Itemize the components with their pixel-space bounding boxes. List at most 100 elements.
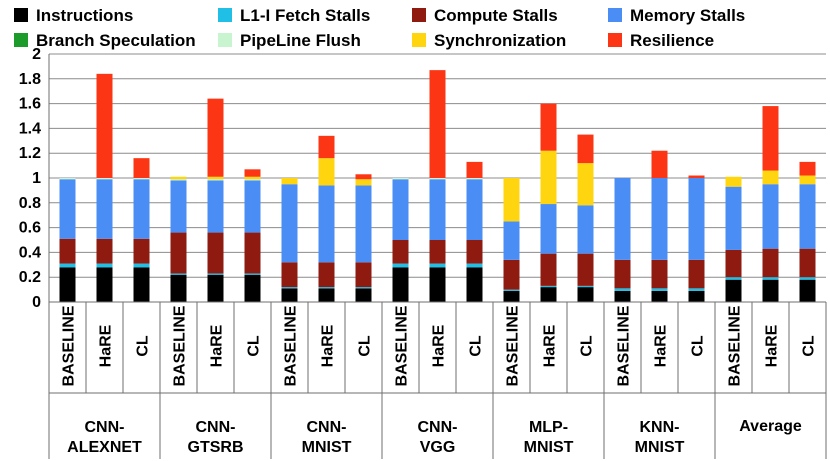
bar-segment-memory-stalls [170, 180, 187, 233]
y-tick-label: 0.8 [19, 195, 41, 212]
bar-segment-compute-stalls [540, 253, 557, 286]
bar-segment-memory-stalls [281, 184, 298, 263]
bar-segment-resilience [799, 161, 816, 176]
x-tick-label: CL [801, 335, 818, 357]
bar-segment-memory-stalls [318, 185, 335, 263]
legend-swatch-branch-speculation [14, 33, 28, 47]
x-tick-label: CL [579, 335, 596, 357]
bar-segment-l1-i-fetch-stalls [170, 273, 187, 275]
bar-segment-compute-stalls [96, 238, 113, 264]
y-tick-label: 0.6 [19, 220, 41, 237]
bar-segment-l1-i-fetch-stalls [503, 289, 520, 291]
legend-swatch-l1-i-fetch-stalls [218, 8, 232, 22]
bar-segment-pipeline-flush [429, 178, 446, 180]
bar-segment-l1-i-fetch-stalls [133, 263, 150, 268]
bar-segment-pipeline-flush [96, 178, 113, 180]
x-tick-label: CL [135, 335, 152, 357]
bar-segment-compute-stalls [392, 240, 409, 264]
legend-label: L1-I Fetch Stalls [240, 6, 370, 25]
x-tick-label: HaRE [98, 324, 115, 367]
bar-segment-instructions [540, 287, 557, 302]
bar-segment-pipeline-flush [392, 178, 409, 180]
legend-label: Resilience [630, 31, 714, 50]
bar-segment-synchronization [207, 176, 224, 180]
bar-segment-compute-stalls [59, 238, 76, 264]
bar-segment-instructions [799, 279, 816, 302]
bar-segment-compute-stalls [133, 238, 150, 264]
group-label-line1: KNN- [640, 419, 680, 436]
legend-swatch-pipeline-flush [218, 33, 232, 47]
bar-segment-pipeline-flush [170, 179, 187, 181]
bar-segment-pipeline-flush [207, 179, 224, 181]
bar-segment-l1-i-fetch-stalls [651, 288, 668, 291]
group-label-line2: MNIST [524, 439, 574, 456]
bar-segment-pipeline-flush [59, 178, 76, 180]
group-label-line2: ALEXNET [67, 439, 142, 456]
legend-swatch-synchronization [412, 33, 426, 47]
x-tick-label: CL [468, 335, 485, 357]
group-label-line1: CNN- [85, 419, 125, 436]
bar-segment-memory-stalls [133, 179, 150, 239]
bar-segment-memory-stalls [577, 205, 594, 254]
legend-swatch-compute-stalls [412, 8, 426, 22]
bar-segment-resilience [133, 158, 150, 178]
bar-segment-compute-stalls [614, 259, 631, 289]
bar-segment-l1-i-fetch-stalls [466, 263, 483, 268]
bar-segment-synchronization [355, 179, 372, 186]
bar-segment-pipeline-flush [133, 178, 150, 180]
bar-segment-instructions [651, 290, 668, 302]
bar-segment-compute-stalls [244, 232, 261, 274]
bar-segment-memory-stalls [688, 178, 705, 260]
bar-segment-l1-i-fetch-stalls [725, 277, 742, 280]
bar-segment-compute-stalls [355, 262, 372, 288]
x-tick-label: BASELINE [172, 305, 189, 386]
bar-segment-memory-stalls [96, 179, 113, 239]
bar-segment-compute-stalls [503, 259, 520, 290]
bar-segment-instructions [429, 267, 446, 302]
x-tick-label: HaRE [764, 324, 781, 367]
bar-segment-instructions [392, 267, 409, 302]
bar-segment-instructions [96, 267, 113, 302]
bar-segment-instructions [170, 274, 187, 302]
bars [49, 70, 826, 303]
bar-segment-l1-i-fetch-stalls [96, 263, 113, 268]
group-label-line1: CNN- [418, 419, 458, 436]
y-tick-label: 0 [32, 294, 41, 311]
legend-swatch-resilience [608, 33, 622, 47]
bar-segment-instructions [207, 274, 224, 302]
bar-segment-memory-stalls [244, 180, 261, 233]
bar-segment-resilience [318, 135, 335, 159]
bar-segment-l1-i-fetch-stalls [540, 285, 557, 288]
bar-segment-memory-stalls [503, 221, 520, 260]
x-tick-label: HaRE [653, 324, 670, 367]
y-tick-label: 0.2 [19, 269, 41, 286]
bar-segment-synchronization [540, 150, 557, 205]
legend-label: Branch Speculation [36, 31, 196, 50]
x-tick-label: HaRE [320, 324, 337, 367]
bar-segment-l1-i-fetch-stalls [318, 287, 335, 289]
y-tick-label: 1.2 [19, 145, 41, 162]
y-tick-label: 1 [32, 170, 41, 187]
bar-segment-compute-stalls [688, 259, 705, 289]
bar-segment-compute-stalls [318, 262, 335, 288]
bar-segment-memory-stalls [540, 204, 557, 254]
x-tick-label: BASELINE [61, 305, 78, 386]
bar-segment-resilience [651, 150, 668, 178]
bar-segment-memory-stalls [651, 178, 668, 260]
group-label-line1: CNN- [196, 419, 236, 436]
bar-segment-memory-stalls [59, 179, 76, 239]
bar-segment-resilience [244, 169, 261, 177]
bar-segment-l1-i-fetch-stalls [577, 285, 594, 288]
bar-segment-memory-stalls [207, 180, 224, 233]
bar-segment-instructions [688, 290, 705, 302]
x-tick-label: BASELINE [505, 305, 522, 386]
bar-segment-pipeline-flush [466, 178, 483, 180]
bar-segment-l1-i-fetch-stalls [59, 263, 76, 268]
group-label-line1: MLP- [529, 419, 568, 436]
x-tick-label: BASELINE [394, 305, 411, 386]
legend-label: Synchronization [434, 31, 566, 50]
bar-segment-instructions [355, 288, 372, 302]
bar-segment-synchronization [318, 158, 335, 186]
group-label-line2: MNIST [302, 439, 352, 456]
